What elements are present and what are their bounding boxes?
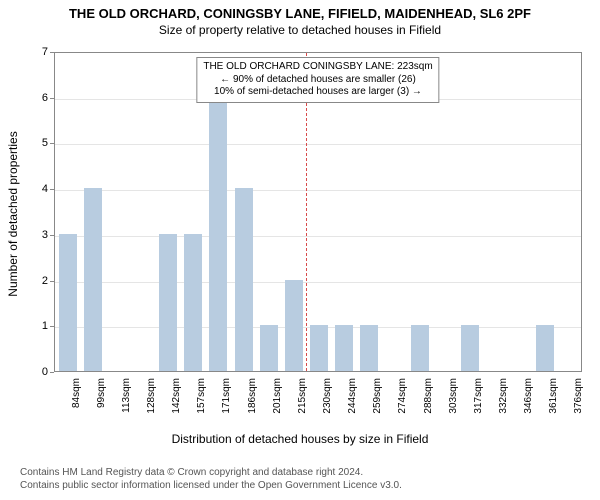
gridline-h	[55, 190, 581, 191]
gridline-h	[55, 236, 581, 237]
bar	[209, 97, 227, 371]
footer-line-2: Contains public sector information licen…	[20, 480, 402, 493]
x-tick-label: 332sqm	[498, 378, 509, 414]
x-tick-label: 303sqm	[448, 378, 459, 414]
bar	[59, 234, 77, 371]
bar	[335, 325, 353, 371]
bar	[411, 325, 429, 371]
x-axis-label: Distribution of detached houses by size …	[0, 432, 600, 446]
y-tick-label: 7	[0, 46, 48, 58]
x-tick-label: 244sqm	[347, 378, 358, 414]
x-tick-label: 215sqm	[297, 378, 308, 414]
bar	[360, 325, 378, 371]
x-tick-label: 230sqm	[322, 378, 333, 414]
bar	[184, 234, 202, 371]
chart-title-sub: Size of property relative to detached ho…	[0, 23, 600, 37]
x-tick-label: 99sqm	[96, 378, 107, 408]
y-axis-label: Number of detached properties	[6, 131, 20, 296]
bar	[461, 325, 479, 371]
gridline-h	[55, 282, 581, 283]
x-tick-label: 84sqm	[71, 378, 82, 408]
bar	[536, 325, 554, 371]
y-tick-label: 5	[0, 137, 48, 149]
x-tick-label: 113sqm	[121, 378, 132, 413]
bar	[285, 280, 303, 371]
footer-line-1: Contains HM Land Registry data © Crown c…	[20, 467, 402, 480]
plot-region: THE OLD ORCHARD CONINGSBY LANE: 223sqm ←…	[54, 52, 582, 372]
chart-area: Number of detached properties THE OLD OR…	[0, 44, 600, 444]
x-tick-label: 171sqm	[221, 378, 232, 414]
x-tick-label: 157sqm	[196, 378, 207, 414]
bar	[84, 188, 102, 371]
y-tick-label: 3	[0, 229, 48, 241]
x-tick-label: 128sqm	[146, 378, 157, 414]
bar	[260, 325, 278, 371]
y-tick-label: 0	[0, 366, 48, 378]
gridline-h	[55, 144, 581, 145]
x-tick-label: 317sqm	[473, 378, 484, 414]
legend-line-2: ← 90% of detached houses are smaller (26…	[203, 74, 432, 87]
bar	[159, 234, 177, 371]
y-tick-label: 4	[0, 183, 48, 195]
legend-line-1: THE OLD ORCHARD CONINGSBY LANE: 223sqm	[203, 61, 432, 74]
legend-line-3: 10% of semi-detached houses are larger (…	[203, 86, 432, 99]
footer-attribution: Contains HM Land Registry data © Crown c…	[20, 467, 402, 492]
y-tick-label: 1	[0, 320, 48, 332]
x-tick-label: 259sqm	[372, 378, 383, 414]
x-tick-label: 376sqm	[573, 378, 584, 414]
x-tick-label: 274sqm	[397, 378, 408, 414]
x-tick-label: 288sqm	[423, 378, 434, 414]
y-tick-label: 6	[0, 92, 48, 104]
x-tick-label: 361sqm	[548, 378, 559, 414]
y-tick-label: 2	[0, 275, 48, 287]
x-tick-label: 186sqm	[247, 378, 258, 414]
bar	[235, 188, 253, 371]
x-tick-label: 142sqm	[171, 378, 182, 414]
x-tick-label: 201sqm	[272, 378, 283, 414]
bar	[310, 325, 328, 371]
chart-title-main: THE OLD ORCHARD, CONINGSBY LANE, FIFIELD…	[0, 0, 600, 21]
x-tick-label: 346sqm	[523, 378, 534, 414]
legend-box: THE OLD ORCHARD CONINGSBY LANE: 223sqm ←…	[196, 57, 439, 103]
